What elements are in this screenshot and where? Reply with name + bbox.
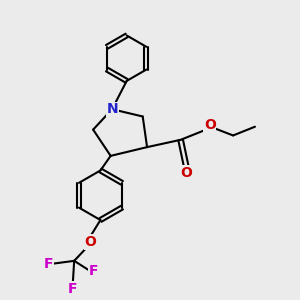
Text: O: O bbox=[84, 235, 96, 249]
Text: F: F bbox=[68, 282, 77, 296]
Text: N: N bbox=[106, 102, 118, 116]
Text: F: F bbox=[44, 257, 54, 271]
Text: O: O bbox=[204, 118, 216, 132]
Text: F: F bbox=[89, 264, 98, 278]
Text: O: O bbox=[181, 166, 192, 180]
